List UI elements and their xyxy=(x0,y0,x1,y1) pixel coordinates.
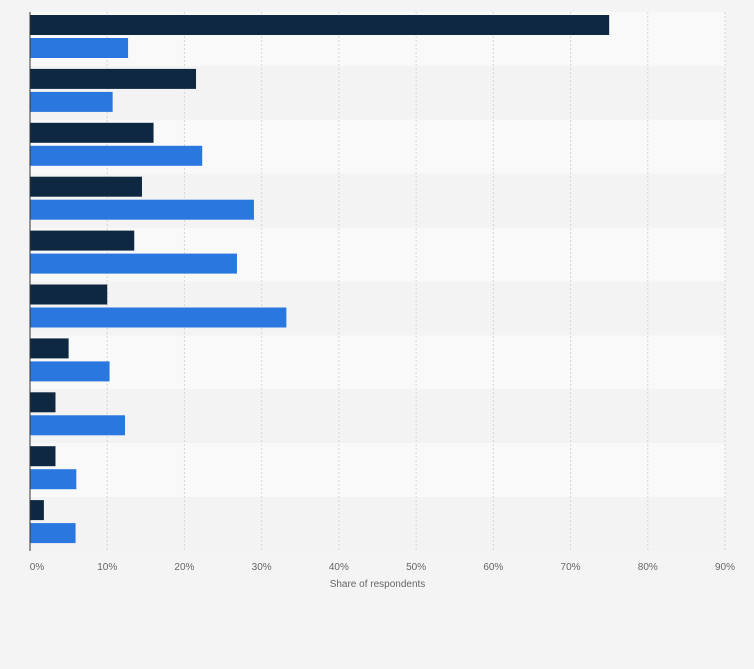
bar-series-1 xyxy=(30,68,197,89)
x-tick-label: 40% xyxy=(329,562,349,573)
bar-series-1 xyxy=(30,15,610,35)
bar-series-1 xyxy=(30,284,108,305)
bar-series-2 xyxy=(30,199,254,220)
bar-series-2 xyxy=(30,91,113,112)
x-tick-label: 20% xyxy=(174,562,194,573)
x-tick-label: 80% xyxy=(638,562,658,573)
bar-series-2 xyxy=(30,145,203,166)
x-axis-title: Share of respondents xyxy=(330,579,426,590)
bar-series-1 xyxy=(30,122,154,143)
bar-series-1 xyxy=(30,446,56,467)
row-band xyxy=(30,497,725,551)
bar-series-1 xyxy=(30,338,69,359)
bar-series-1 xyxy=(30,230,135,251)
x-tick-label: 10% xyxy=(97,562,117,573)
bar-series-2 xyxy=(30,307,287,328)
x-tick-label: 0% xyxy=(30,562,45,573)
x-tick-label: 30% xyxy=(252,562,272,573)
bar-series-1 xyxy=(30,500,44,521)
bar-series-2 xyxy=(30,523,76,544)
bar-series-2 xyxy=(30,38,129,58)
row-band xyxy=(30,443,725,498)
bar-series-2 xyxy=(30,361,110,382)
x-tick-label: 60% xyxy=(483,562,503,573)
x-tick-label: 90% xyxy=(715,562,735,573)
x-tick-label: 70% xyxy=(561,562,581,573)
row-band xyxy=(30,335,725,390)
bar-series-1 xyxy=(30,176,142,197)
row-band xyxy=(30,389,725,444)
bar-series-2 xyxy=(30,415,125,436)
bar-series-1 xyxy=(30,392,56,413)
x-tick-label: 50% xyxy=(406,562,426,573)
bar-series-2 xyxy=(30,253,237,274)
bar-series-2 xyxy=(30,469,77,490)
